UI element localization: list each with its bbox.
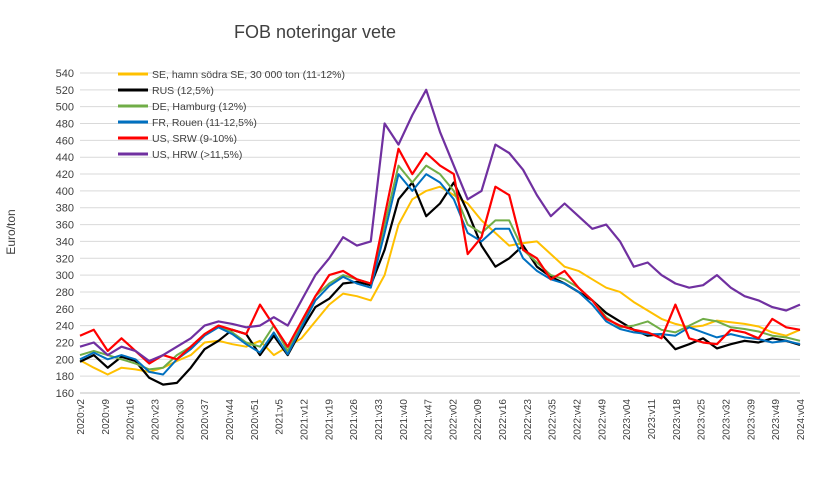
- y-tick-label: 300: [56, 270, 74, 282]
- y-tick-label: 420: [56, 169, 74, 181]
- y-axis-label: Euro/ton: [4, 209, 18, 254]
- chart-title: FOB noteringar vete: [234, 22, 396, 42]
- x-tick-label: 2022:v35: [548, 399, 559, 441]
- x-tick-label: 2022:v42: [573, 399, 584, 441]
- series-lines: [79, 88, 801, 386]
- x-tick-label: 2020:v51: [250, 399, 261, 441]
- y-tick-label: 440: [56, 152, 74, 164]
- x-tick-label: 2023:v25: [697, 399, 708, 441]
- x-tick-label: 2023:v32: [722, 399, 733, 441]
- y-tick-label: 360: [56, 220, 74, 232]
- x-tick-label: 2021:v12: [299, 399, 310, 441]
- series-line: [79, 88, 801, 363]
- y-tick-label: 240: [56, 321, 74, 333]
- legend-label: FR, Rouen (11-12,5%): [152, 117, 257, 129]
- x-tick-label: 2021:v47: [424, 399, 435, 441]
- y-tick-label: 180: [56, 371, 74, 383]
- x-tick-label: 2020:v2: [76, 399, 87, 435]
- x-tick-label: 2020:v30: [175, 399, 186, 441]
- x-tick-label: 2021:v26: [349, 399, 360, 441]
- legend-label: US, HRW (>11,5%): [152, 149, 242, 161]
- y-tick-label: 200: [56, 354, 74, 366]
- x-tick-label: 2023:v18: [672, 399, 683, 441]
- x-tick-label: 2022:v09: [473, 399, 484, 441]
- x-tick-label: 2022:v49: [597, 399, 608, 441]
- x-tick-label: 2020:v23: [150, 399, 161, 441]
- series-line: [79, 181, 801, 386]
- x-tick-label: 2021:v19: [324, 399, 335, 441]
- y-tick-label: 380: [56, 203, 74, 215]
- x-tick-label: 2022:v23: [523, 399, 534, 441]
- series-line: [79, 147, 801, 365]
- x-tick-label: 2023:v49: [771, 399, 782, 441]
- legend-label: DE, Hamburg (12%): [152, 101, 247, 113]
- y-tick-label: 460: [56, 135, 74, 147]
- y-axis-ticks: 160 180 200 220 240 260 280 300 320 340 360 380 400 4…: [56, 68, 74, 400]
- series-line: [79, 185, 801, 376]
- y-tick-label: 400: [56, 186, 74, 198]
- legend-label: SE, hamn södra SE, 30 000 ton (11-12%): [152, 69, 345, 81]
- legend-label: US, SRW (9-10%): [152, 133, 237, 145]
- x-tick-label: 2023:v39: [746, 399, 757, 441]
- y-tick-label: 280: [56, 287, 74, 299]
- x-tick-label: 2021:v5: [275, 399, 286, 435]
- x-tick-label: 2021:v33: [374, 399, 385, 441]
- x-tick-label: 2020:v44: [225, 399, 236, 441]
- series-line: [79, 173, 801, 376]
- x-tick-label: 2023:v04: [622, 399, 633, 441]
- x-axis-ticks: 2020:v2 2020:v9 2020:v16 2020:v23 2020:v30 20…: [76, 399, 807, 441]
- y-tick-label: 160: [56, 388, 74, 400]
- x-tick-label: 2020:v9: [101, 399, 112, 435]
- x-tick-label: 2022:v16: [498, 399, 509, 441]
- x-tick-label: 2024:v04: [796, 399, 807, 441]
- y-tick-label: 260: [56, 304, 74, 316]
- y-tick-label: 540: [56, 68, 74, 80]
- x-tick-label: 2023:v11: [647, 399, 658, 440]
- legend-label: RUS (12,5%): [152, 85, 214, 97]
- y-tick-label: 220: [56, 337, 74, 349]
- legend: SE, hamn södra SE, 30 000 ton (11-12%) RU…: [118, 69, 345, 161]
- x-tick-label: 2020:v37: [200, 399, 211, 441]
- y-tick-label: 500: [56, 102, 74, 114]
- x-tick-label: 2021:v40: [399, 399, 410, 441]
- x-tick-label: 2022:v02: [448, 399, 459, 441]
- y-tick-label: 320: [56, 253, 74, 265]
- x-tick-label: 2020:v16: [126, 399, 137, 441]
- y-tick-label: 520: [56, 85, 74, 97]
- y-tick-label: 340: [56, 236, 74, 248]
- y-tick-label: 480: [56, 119, 74, 131]
